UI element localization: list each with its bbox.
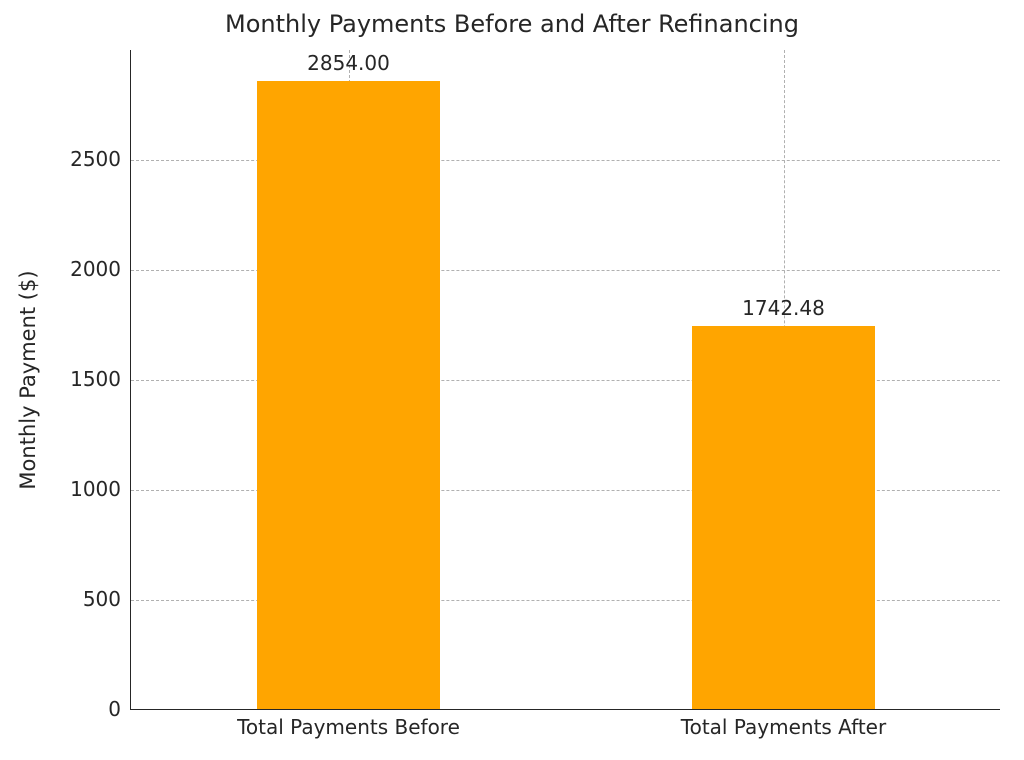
y-tick-label: 1500 bbox=[70, 367, 121, 391]
y-tick-label: 2000 bbox=[70, 257, 121, 281]
plot-area: 050010001500200025002854.00Total Payment… bbox=[130, 50, 1000, 710]
bar bbox=[692, 326, 875, 709]
bar bbox=[257, 81, 440, 709]
y-tick-label: 1000 bbox=[70, 477, 121, 501]
bar-value-label: 1742.48 bbox=[742, 296, 825, 320]
x-tick-label: Total Payments Before bbox=[237, 715, 460, 739]
y-tick-label: 500 bbox=[83, 587, 121, 611]
y-tick-label: 0 bbox=[108, 697, 121, 721]
y-tick-label: 2500 bbox=[70, 147, 121, 171]
bar-chart: Monthly Payments Before and After Refina… bbox=[0, 0, 1024, 760]
y-axis-label: Monthly Payment ($) bbox=[16, 270, 40, 489]
chart-title: Monthly Payments Before and After Refina… bbox=[0, 10, 1024, 38]
bar-value-label: 2854.00 bbox=[307, 51, 390, 75]
x-tick-label: Total Payments After bbox=[681, 715, 886, 739]
